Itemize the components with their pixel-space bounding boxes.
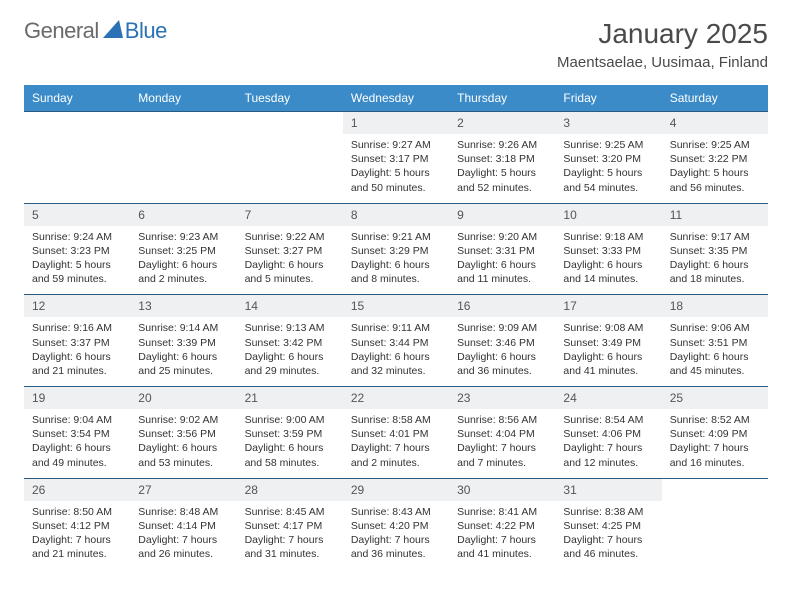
day-number-cell: 22 bbox=[343, 387, 449, 410]
weekday-header: Monday bbox=[130, 85, 236, 112]
calendar-body: 1234 Sunrise: 9:27 AMSunset: 3:17 PMDayl… bbox=[24, 112, 768, 570]
day-content-cell: Sunrise: 9:18 AMSunset: 3:33 PMDaylight:… bbox=[555, 226, 661, 295]
day-content-cell: Sunrise: 9:13 AMSunset: 3:42 PMDaylight:… bbox=[237, 317, 343, 386]
day-content-cell bbox=[130, 134, 236, 203]
day-content-cell: Sunrise: 8:52 AMSunset: 4:09 PMDaylight:… bbox=[662, 409, 768, 478]
month-title: January 2025 bbox=[557, 18, 768, 50]
location-text: Maentsaelae, Uusimaa, Finland bbox=[557, 54, 768, 71]
weekday-header: Sunday bbox=[24, 85, 130, 112]
day-content-row: Sunrise: 9:04 AMSunset: 3:54 PMDaylight:… bbox=[24, 409, 768, 478]
logo-text-blue: Blue bbox=[125, 18, 167, 44]
day-content-cell: Sunrise: 9:23 AMSunset: 3:25 PMDaylight:… bbox=[130, 226, 236, 295]
day-content-cell: Sunrise: 8:48 AMSunset: 4:14 PMDaylight:… bbox=[130, 501, 236, 570]
day-number-row: 12131415161718 bbox=[24, 295, 768, 318]
day-content-cell: Sunrise: 9:25 AMSunset: 3:22 PMDaylight:… bbox=[662, 134, 768, 203]
day-content-row: Sunrise: 8:50 AMSunset: 4:12 PMDaylight:… bbox=[24, 501, 768, 570]
day-number-cell: 25 bbox=[662, 387, 768, 410]
day-number-cell bbox=[24, 112, 130, 135]
day-number-cell bbox=[662, 478, 768, 501]
day-content-cell: Sunrise: 8:58 AMSunset: 4:01 PMDaylight:… bbox=[343, 409, 449, 478]
day-number-cell: 6 bbox=[130, 203, 236, 226]
weekday-header-row: SundayMondayTuesdayWednesdayThursdayFrid… bbox=[24, 85, 768, 112]
day-number-cell bbox=[130, 112, 236, 135]
day-number-cell: 3 bbox=[555, 112, 661, 135]
day-content-cell: Sunrise: 9:22 AMSunset: 3:27 PMDaylight:… bbox=[237, 226, 343, 295]
day-content-cell: Sunrise: 8:56 AMSunset: 4:04 PMDaylight:… bbox=[449, 409, 555, 478]
day-number-cell: 23 bbox=[449, 387, 555, 410]
logo-mark-icon bbox=[103, 18, 123, 44]
day-content-cell: Sunrise: 8:50 AMSunset: 4:12 PMDaylight:… bbox=[24, 501, 130, 570]
day-content-cell: Sunrise: 8:54 AMSunset: 4:06 PMDaylight:… bbox=[555, 409, 661, 478]
day-content-cell: Sunrise: 9:24 AMSunset: 3:23 PMDaylight:… bbox=[24, 226, 130, 295]
day-number-row: 1234 bbox=[24, 112, 768, 135]
day-number-cell: 29 bbox=[343, 478, 449, 501]
day-number-row: 19202122232425 bbox=[24, 387, 768, 410]
day-number-cell: 16 bbox=[449, 295, 555, 318]
day-number-cell: 9 bbox=[449, 203, 555, 226]
day-content-cell bbox=[24, 134, 130, 203]
day-content-cell: Sunrise: 9:14 AMSunset: 3:39 PMDaylight:… bbox=[130, 317, 236, 386]
day-number-cell: 27 bbox=[130, 478, 236, 501]
day-content-cell: Sunrise: 9:09 AMSunset: 3:46 PMDaylight:… bbox=[449, 317, 555, 386]
weekday-header: Wednesday bbox=[343, 85, 449, 112]
day-number-cell: 8 bbox=[343, 203, 449, 226]
day-number-cell: 13 bbox=[130, 295, 236, 318]
day-content-cell: Sunrise: 9:20 AMSunset: 3:31 PMDaylight:… bbox=[449, 226, 555, 295]
day-number-cell: 20 bbox=[130, 387, 236, 410]
day-number-cell bbox=[237, 112, 343, 135]
day-number-cell: 11 bbox=[662, 203, 768, 226]
day-content-cell: Sunrise: 9:17 AMSunset: 3:35 PMDaylight:… bbox=[662, 226, 768, 295]
day-number-cell: 31 bbox=[555, 478, 661, 501]
day-content-cell: Sunrise: 9:16 AMSunset: 3:37 PMDaylight:… bbox=[24, 317, 130, 386]
day-number-cell: 7 bbox=[237, 203, 343, 226]
day-content-cell: Sunrise: 9:11 AMSunset: 3:44 PMDaylight:… bbox=[343, 317, 449, 386]
day-number-cell: 17 bbox=[555, 295, 661, 318]
page-header: General Blue January 2025 Maentsaelae, U… bbox=[24, 18, 768, 71]
day-content-cell: Sunrise: 9:04 AMSunset: 3:54 PMDaylight:… bbox=[24, 409, 130, 478]
day-content-cell bbox=[237, 134, 343, 203]
day-number-cell: 1 bbox=[343, 112, 449, 135]
day-content-cell: Sunrise: 9:26 AMSunset: 3:18 PMDaylight:… bbox=[449, 134, 555, 203]
logo: General Blue bbox=[24, 18, 167, 44]
weekday-header: Friday bbox=[555, 85, 661, 112]
day-number-row: 567891011 bbox=[24, 203, 768, 226]
day-number-cell: 28 bbox=[237, 478, 343, 501]
day-content-row: Sunrise: 9:16 AMSunset: 3:37 PMDaylight:… bbox=[24, 317, 768, 386]
weekday-header: Thursday bbox=[449, 85, 555, 112]
day-number-row: 262728293031 bbox=[24, 478, 768, 501]
day-number-cell: 30 bbox=[449, 478, 555, 501]
day-number-cell: 14 bbox=[237, 295, 343, 318]
day-content-cell: Sunrise: 8:43 AMSunset: 4:20 PMDaylight:… bbox=[343, 501, 449, 570]
day-number-cell: 12 bbox=[24, 295, 130, 318]
day-content-cell: Sunrise: 8:41 AMSunset: 4:22 PMDaylight:… bbox=[449, 501, 555, 570]
day-number-cell: 15 bbox=[343, 295, 449, 318]
day-number-cell: 26 bbox=[24, 478, 130, 501]
day-content-cell bbox=[662, 501, 768, 570]
day-number-cell: 5 bbox=[24, 203, 130, 226]
day-content-cell: Sunrise: 9:00 AMSunset: 3:59 PMDaylight:… bbox=[237, 409, 343, 478]
weekday-header: Tuesday bbox=[237, 85, 343, 112]
day-content-cell: Sunrise: 9:06 AMSunset: 3:51 PMDaylight:… bbox=[662, 317, 768, 386]
day-content-row: Sunrise: 9:24 AMSunset: 3:23 PMDaylight:… bbox=[24, 226, 768, 295]
day-number-cell: 24 bbox=[555, 387, 661, 410]
day-content-cell: Sunrise: 9:27 AMSunset: 3:17 PMDaylight:… bbox=[343, 134, 449, 203]
day-content-cell: Sunrise: 9:08 AMSunset: 3:49 PMDaylight:… bbox=[555, 317, 661, 386]
day-number-cell: 21 bbox=[237, 387, 343, 410]
day-number-cell: 10 bbox=[555, 203, 661, 226]
logo-text-general: General bbox=[24, 18, 99, 44]
weekday-header: Saturday bbox=[662, 85, 768, 112]
day-number-cell: 4 bbox=[662, 112, 768, 135]
calendar-table: SundayMondayTuesdayWednesdayThursdayFrid… bbox=[24, 85, 768, 569]
day-number-cell: 18 bbox=[662, 295, 768, 318]
day-number-cell: 19 bbox=[24, 387, 130, 410]
day-content-cell: Sunrise: 8:45 AMSunset: 4:17 PMDaylight:… bbox=[237, 501, 343, 570]
title-block: January 2025 Maentsaelae, Uusimaa, Finla… bbox=[557, 18, 768, 71]
day-number-cell: 2 bbox=[449, 112, 555, 135]
day-content-cell: Sunrise: 9:25 AMSunset: 3:20 PMDaylight:… bbox=[555, 134, 661, 203]
day-content-cell: Sunrise: 9:21 AMSunset: 3:29 PMDaylight:… bbox=[343, 226, 449, 295]
day-content-cell: Sunrise: 8:38 AMSunset: 4:25 PMDaylight:… bbox=[555, 501, 661, 570]
day-content-cell: Sunrise: 9:02 AMSunset: 3:56 PMDaylight:… bbox=[130, 409, 236, 478]
day-content-row: Sunrise: 9:27 AMSunset: 3:17 PMDaylight:… bbox=[24, 134, 768, 203]
